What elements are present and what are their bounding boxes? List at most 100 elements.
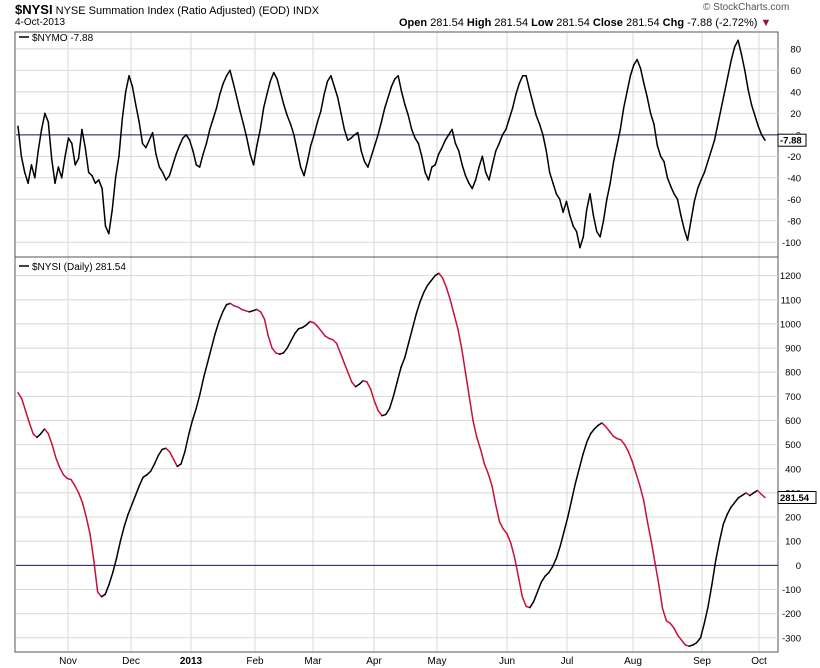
series-segment: [259, 107, 265, 131]
series-segment: [396, 366, 402, 383]
series-segment: [471, 179, 477, 190]
x-tick-label: Sep: [693, 656, 711, 667]
y-tick-label: 1000: [780, 319, 801, 330]
series-segment: [693, 187, 699, 203]
open-value: 281.54: [430, 17, 464, 29]
y-tick-label: 600: [785, 416, 801, 427]
brand-link[interactable]: © StockCharts.com: [703, 2, 790, 13]
series-segment: [320, 93, 325, 112]
series-segment: [36, 433, 42, 439]
series-segment: [91, 174, 97, 184]
high-label: High: [466, 17, 492, 29]
series-segment: [589, 428, 596, 435]
series-segment: [210, 332, 216, 349]
series-segment: [191, 407, 197, 422]
series-segment: [385, 407, 391, 416]
series-segment: [357, 131, 362, 152]
series-segment: [84, 146, 90, 174]
series-segment: [30, 164, 36, 179]
series-segment: [419, 291, 425, 303]
y-tick-label: 1200: [780, 271, 801, 282]
series-segment: [699, 622, 706, 639]
y-tick-label: -200: [782, 609, 801, 620]
series-segment: [205, 128, 211, 145]
series-segment: [267, 335, 273, 349]
series-segment: [639, 67, 645, 85]
series-segment: [17, 391, 23, 400]
series-segment: [85, 516, 91, 535]
series-segment: [593, 424, 599, 430]
series-segment: [71, 142, 76, 166]
series-segment: [720, 91, 726, 109]
series-segment: [730, 45, 736, 61]
series-segment: [340, 112, 346, 131]
series-segment: [279, 91, 285, 106]
high-value: 281.54: [494, 17, 529, 29]
series-segment: [57, 166, 63, 179]
series-segment: [131, 85, 137, 106]
series-segment: [586, 433, 592, 443]
series-segment: [508, 107, 514, 120]
series-segment: [27, 164, 33, 184]
series-segment: [532, 101, 537, 117]
series-segment: [188, 139, 194, 152]
series-segment: [180, 451, 186, 465]
series-segment: [629, 64, 635, 77]
series-segment: [542, 134, 548, 152]
series-segment: [602, 198, 608, 222]
series-segment: [639, 484, 645, 501]
series-segment: [390, 78, 396, 88]
series-segment: [454, 142, 460, 152]
series-segment: [283, 104, 288, 117]
series-segment: [517, 576, 524, 598]
y-tick-label: -300: [782, 633, 801, 644]
series-segment: [296, 150, 302, 168]
y-tick-label: -100: [782, 585, 801, 596]
series-segment: [754, 114, 760, 127]
series-segment: [77, 128, 83, 160]
series-segment: [44, 112, 50, 123]
series-segment: [707, 150, 712, 163]
series-segment: [478, 155, 484, 168]
series-segment: [343, 128, 349, 141]
series-segment: [313, 321, 319, 328]
series-segment: [293, 134, 299, 152]
series-segment: [127, 504, 133, 516]
x-axis: Nov Dec 2013 Feb Mar Apr May Jun Jul Aug Sep Oct: [59, 656, 767, 667]
series-segment: [714, 540, 721, 562]
series-segment: [203, 361, 209, 378]
series-segment: [343, 361, 349, 373]
series-segment: [303, 160, 309, 177]
last-value-label: 281.54: [780, 493, 810, 504]
series-segment: [616, 128, 622, 147]
series-segment: [119, 525, 125, 542]
series-segment: [64, 137, 70, 158]
series-segment: [673, 193, 679, 201]
series-segment: [747, 88, 753, 106]
series-segment: [202, 142, 208, 155]
series-segment: [599, 220, 605, 238]
series-segment: [124, 74, 130, 93]
series-segment: [266, 80, 272, 95]
series-segment: [206, 347, 213, 364]
series-segment: [249, 153, 255, 166]
series-segment: [326, 74, 332, 82]
series-segment: [43, 428, 50, 435]
series-segment: [498, 521, 505, 530]
series-segment: [377, 410, 383, 417]
series-segment: [98, 179, 103, 190]
series-segment: [89, 533, 95, 562]
series-segment: [707, 583, 713, 608]
x-tick-label: Nov: [59, 656, 77, 667]
x-tick-label: Apr: [366, 656, 382, 667]
series-segment: [548, 171, 554, 184]
series-segment: [410, 128, 416, 139]
series-segment: [578, 453, 584, 470]
series-segment: [663, 160, 669, 179]
series-segment: [407, 328, 414, 344]
y-tick-label: 80: [790, 44, 801, 55]
nymo-legend: $NYMO -7.88: [32, 33, 94, 44]
series-segment: [474, 166, 480, 181]
series-segment: [727, 58, 733, 77]
last-value-box: [777, 491, 817, 505]
